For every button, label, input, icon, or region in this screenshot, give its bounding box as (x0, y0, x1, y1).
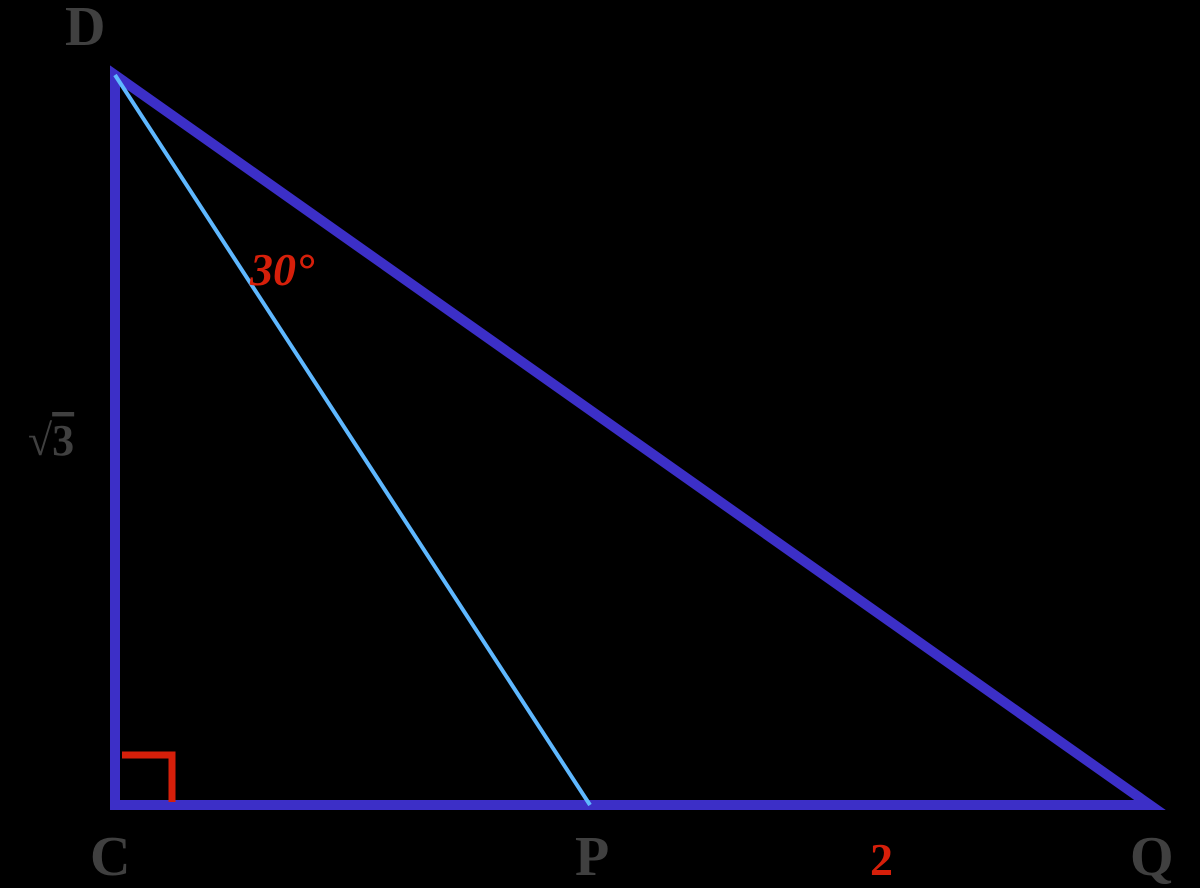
cevian-line (115, 75, 590, 805)
outer-triangle (115, 75, 1150, 805)
vertex-label-q: Q (1130, 826, 1174, 888)
side-label-pq: 2 (870, 834, 893, 885)
vertex-label-d: D (65, 0, 105, 58)
side-label-cd: √3 (28, 416, 74, 465)
angle-label-30: 30° (249, 244, 315, 295)
vertex-label-c: C (90, 826, 130, 888)
vertex-label-p: P (575, 826, 609, 888)
right-angle-marker (122, 755, 172, 802)
